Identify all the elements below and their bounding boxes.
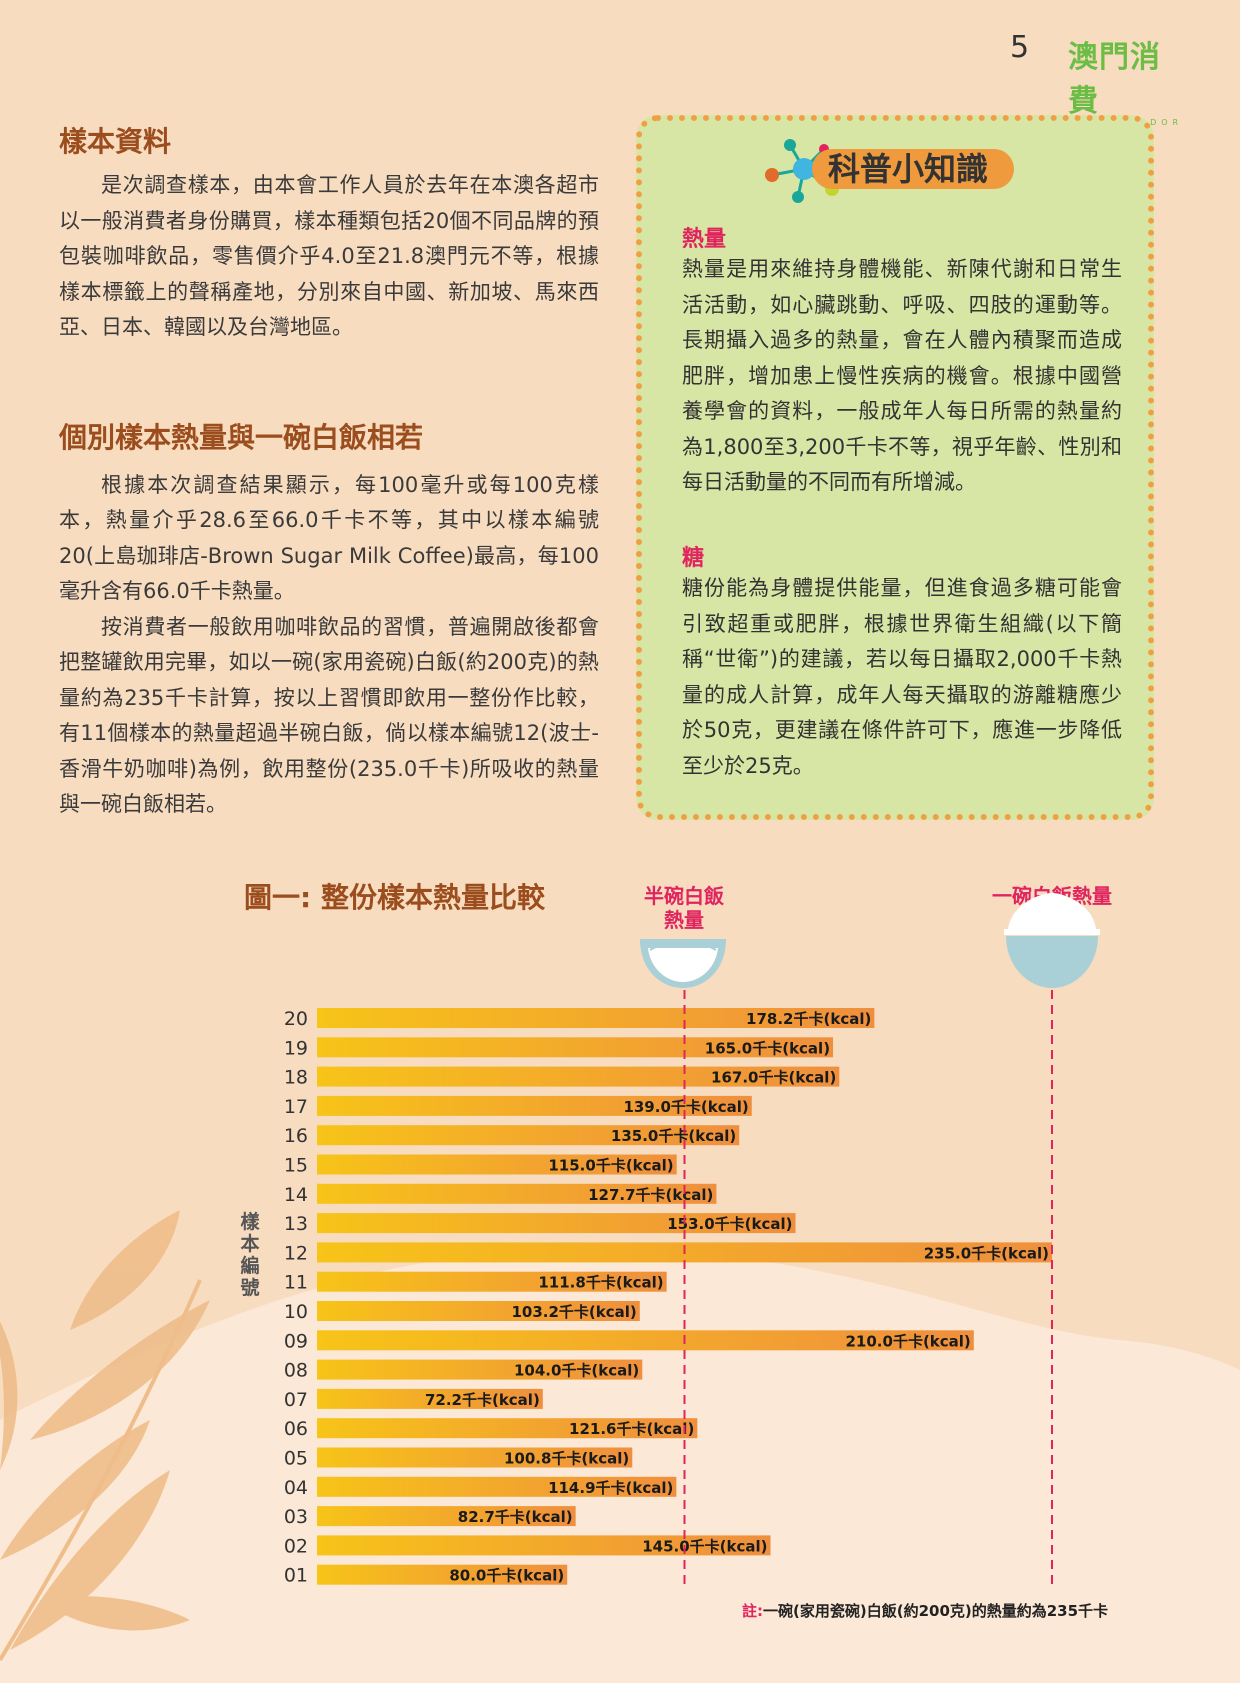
footnote-text: 一碗(家用瓷碗)白飯(約200克)的熱量約為235千卡 [763, 1602, 1109, 1620]
bar-sample-04 [317, 1476, 677, 1497]
calories-section: 個別樣本熱量與一碗白飯相若 根據本次調查結果顯示，每100毫升或每100克樣本，… [59, 416, 599, 823]
left-column: 樣本資料 是次調查樣本，由本會工作人員於去年在本澳各超市以一般消費者身份購買，樣… [59, 120, 599, 823]
y-axis-label-char: 樣 [240, 1210, 260, 1233]
bar-value-label: 80.0千卡(kcal) [449, 1567, 564, 1585]
category-label: 14 [284, 1184, 308, 1206]
category-label: 09 [284, 1330, 308, 1352]
y-axis-label-group: 樣本編號 [240, 1210, 260, 1299]
half-bowl-label-line2: 熱量 [664, 908, 704, 932]
bar-value-label: 167.0千卡(kcal) [711, 1069, 836, 1087]
category-label: 08 [284, 1360, 308, 1382]
y-axis-label-char: 編 [240, 1254, 259, 1277]
category-label: 19 [284, 1037, 308, 1059]
bar-value-label: 145.0千卡(kcal) [642, 1537, 767, 1555]
full-bowl-rice-icon [1004, 893, 1100, 988]
calories-paragraph-1: 根據本次調查結果顯示，每100毫升或每100克樣本，熱量介乎28.6至66.0千… [59, 472, 599, 604]
bar-value-label: 100.8千卡(kcal) [504, 1450, 629, 1468]
box-title-wrap: 科普小知識 [762, 139, 1042, 203]
bar-value-label: 111.8千卡(kcal) [538, 1274, 663, 1292]
bar-sample-19 [317, 1037, 834, 1058]
half-bowl-rice-icon [640, 939, 726, 988]
bar-sample-18 [317, 1066, 840, 1087]
category-label: 17 [284, 1096, 308, 1118]
category-label: 15 [284, 1155, 308, 1177]
bar-sample-05 [317, 1447, 633, 1468]
bar-value-label: 115.0千卡(kcal) [548, 1157, 673, 1175]
bar-sample-08 [317, 1359, 643, 1380]
bar-value-label: 82.7千卡(kcal) [458, 1508, 573, 1526]
category-label: 05 [284, 1448, 308, 1470]
sugar-explanation: 糖份能為身體提供能量，但進食過多糖可能會引致超重或肥胖，根據世界衛生組織(以下簡… [682, 576, 1122, 778]
bar-sample-03 [317, 1506, 576, 1527]
bar-sample-14 [317, 1183, 717, 1204]
category-label: 18 [284, 1067, 308, 1089]
bar-sample-17 [317, 1095, 752, 1116]
bar-value-label: 153.0千卡(kcal) [667, 1215, 792, 1233]
half-bowl-label: 半碗白飯 熱量 [630, 884, 738, 932]
chart-footnote: 註:一碗(家用瓷碗)白飯(約200克)的熱量約為235千卡 [742, 1600, 1108, 1621]
bar-sample-01 [317, 1564, 568, 1585]
bar-sample-09 [317, 1330, 974, 1351]
bar-value-label: 114.9千卡(kcal) [548, 1479, 673, 1497]
bar-value-label: 139.0千卡(kcal) [623, 1098, 748, 1116]
bar-value-label: 121.6千卡(kcal) [569, 1420, 694, 1438]
reference-lines-group [683, 990, 1053, 1588]
bar-value-label: 165.0千卡(kcal) [705, 1039, 830, 1057]
box-title: 科普小知識 [812, 149, 1015, 189]
calories-heading: 個別樣本熱量與一碗白飯相若 [59, 420, 424, 454]
bar-sample-07 [317, 1388, 543, 1409]
category-label: 12 [284, 1242, 308, 1264]
chart-title: 圖一: 整份樣本熱量比較 [244, 881, 545, 914]
category-label: 04 [284, 1477, 308, 1499]
bar-sample-16 [317, 1125, 740, 1146]
y-axis-label-char: 號 [240, 1277, 259, 1299]
category-label: 16 [284, 1125, 308, 1147]
bar-value-label: 127.7千卡(kcal) [588, 1186, 713, 1204]
category-label: 10 [284, 1301, 308, 1323]
calories-explanation: 熱量是用來維持身體機能、新陳代謝和日常生活活動，如心臟跳動、呼吸、四肢的運動等。… [682, 257, 1122, 494]
bars-group: 20 178.2千卡(kcal) 19 165.0千卡(kcal) 18 167.0千卡(… [284, 1008, 1052, 1587]
bar-value-label: 210.0千卡(kcal) [846, 1332, 971, 1350]
bar-value-label: 135.0千卡(kcal) [611, 1127, 736, 1145]
page-number: 5 [1010, 30, 1030, 65]
samples-paragraph: 是次調查樣本，由本會工作人員於去年在本澳各超市以一般消費者身份購買，樣本種類包括… [59, 173, 599, 339]
bar-value-label: 72.2千卡(kcal) [425, 1391, 540, 1409]
logo-text: 澳門消費 [1068, 40, 1161, 119]
bar-sample-06 [317, 1418, 698, 1439]
category-label: 07 [284, 1389, 308, 1411]
bar-value-label: 104.0千卡(kcal) [514, 1362, 639, 1380]
category-label: 13 [284, 1213, 308, 1235]
bar-value-label: 178.2千卡(kcal) [746, 1010, 871, 1028]
bar-sample-13 [317, 1213, 796, 1234]
footnote-prefix: 註: [742, 1602, 763, 1620]
bar-sample-10 [317, 1301, 640, 1321]
calories-subtitle: 熱量 [682, 227, 727, 252]
bar-sample-15 [317, 1154, 677, 1175]
category-label: 02 [284, 1535, 308, 1557]
calories-paragraph-2: 按消費者一般飲用咖啡飲品的習慣，普遍開啟後都會把整罐飲用完畢，如以一碗(家用瓷碗… [59, 614, 599, 817]
category-label: 06 [284, 1418, 308, 1440]
samples-heading: 樣本資料 [59, 125, 172, 158]
category-label: 01 [284, 1565, 308, 1587]
category-label: 20 [284, 1008, 308, 1030]
bar-value-label: 235.0千卡(kcal) [924, 1244, 1049, 1262]
leaf-decoration [0, 1210, 210, 1650]
category-label: 11 [284, 1272, 308, 1294]
category-label: 03 [284, 1506, 308, 1528]
y-axis-label-char: 本 [240, 1232, 259, 1255]
sugar-subtitle: 糖 [682, 546, 705, 571]
science-tips-box: 科普小知識 熱量 熱量是用來維持身體機能、新陳代謝和日常生活活動，如心臟跳動、呼… [636, 115, 1154, 820]
bar-sample-11 [317, 1271, 667, 1292]
bar-sample-20 [317, 1008, 875, 1028]
samples-section: 樣本資料 是次調查樣本，由本會工作人員於去年在本澳各超市以一般消費者身份購買，樣… [59, 120, 599, 346]
half-bowl-label-line1: 半碗白飯 [644, 884, 724, 908]
bar-sample-02 [317, 1535, 771, 1556]
bar-value-label: 103.2千卡(kcal) [511, 1303, 636, 1321]
